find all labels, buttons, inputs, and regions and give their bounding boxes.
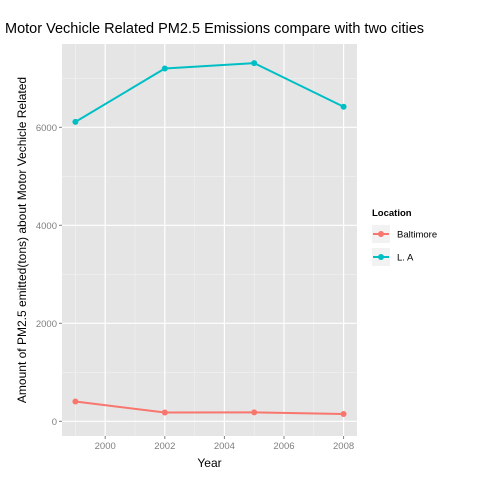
data-point-baltimore [161, 409, 168, 416]
x-axis-label: Year [197, 456, 221, 470]
data-point-baltimore [72, 398, 79, 405]
x-tick-label: 2006 [273, 441, 294, 452]
major-gridlines [62, 44, 357, 436]
x-tick-label: 2004 [214, 441, 235, 452]
legend-key-point-baltimore [378, 231, 384, 237]
legend-title: Location [372, 208, 412, 219]
chart-title: Motor Vechicle Related PM2.5 Emissions c… [5, 21, 425, 37]
legend-label-l-a: L. A [397, 253, 414, 264]
series-line-baltimore [75, 400, 344, 415]
data-point-l-a [251, 60, 258, 67]
legend-keys: Baltimore L. A [372, 225, 437, 266]
y-axis-label: Amount of PM2.5 emitted(tons) about Moto… [15, 77, 29, 403]
legend: Location Baltimore L. A [372, 208, 437, 266]
series-line-l-a [74, 62, 345, 123]
y-tick-label: 2000 [36, 319, 57, 330]
plot-panel [62, 44, 357, 436]
x-tick-label: 2000 [95, 441, 116, 452]
x-tick-label: 2002 [154, 441, 175, 452]
y-tick-label: 6000 [36, 123, 57, 134]
legend-label-baltimore: Baltimore [397, 230, 437, 241]
data-point-l-a [72, 118, 79, 125]
data-point-baltimore [251, 409, 258, 416]
data-point-l-a [340, 103, 347, 110]
minor-gridlines [62, 44, 357, 436]
y-tick-label: 4000 [36, 221, 57, 232]
legend-key-point-l-a [378, 254, 384, 260]
y-tick-label: 0 [52, 417, 57, 428]
series-layer [72, 60, 347, 417]
data-point-baltimore [340, 410, 347, 417]
x-tick-label: 2008 [333, 441, 354, 452]
axis-ticks: 2000 2002 2004 2006 2008 0 2000 4000 6000 [36, 123, 354, 452]
data-point-l-a [161, 65, 168, 72]
